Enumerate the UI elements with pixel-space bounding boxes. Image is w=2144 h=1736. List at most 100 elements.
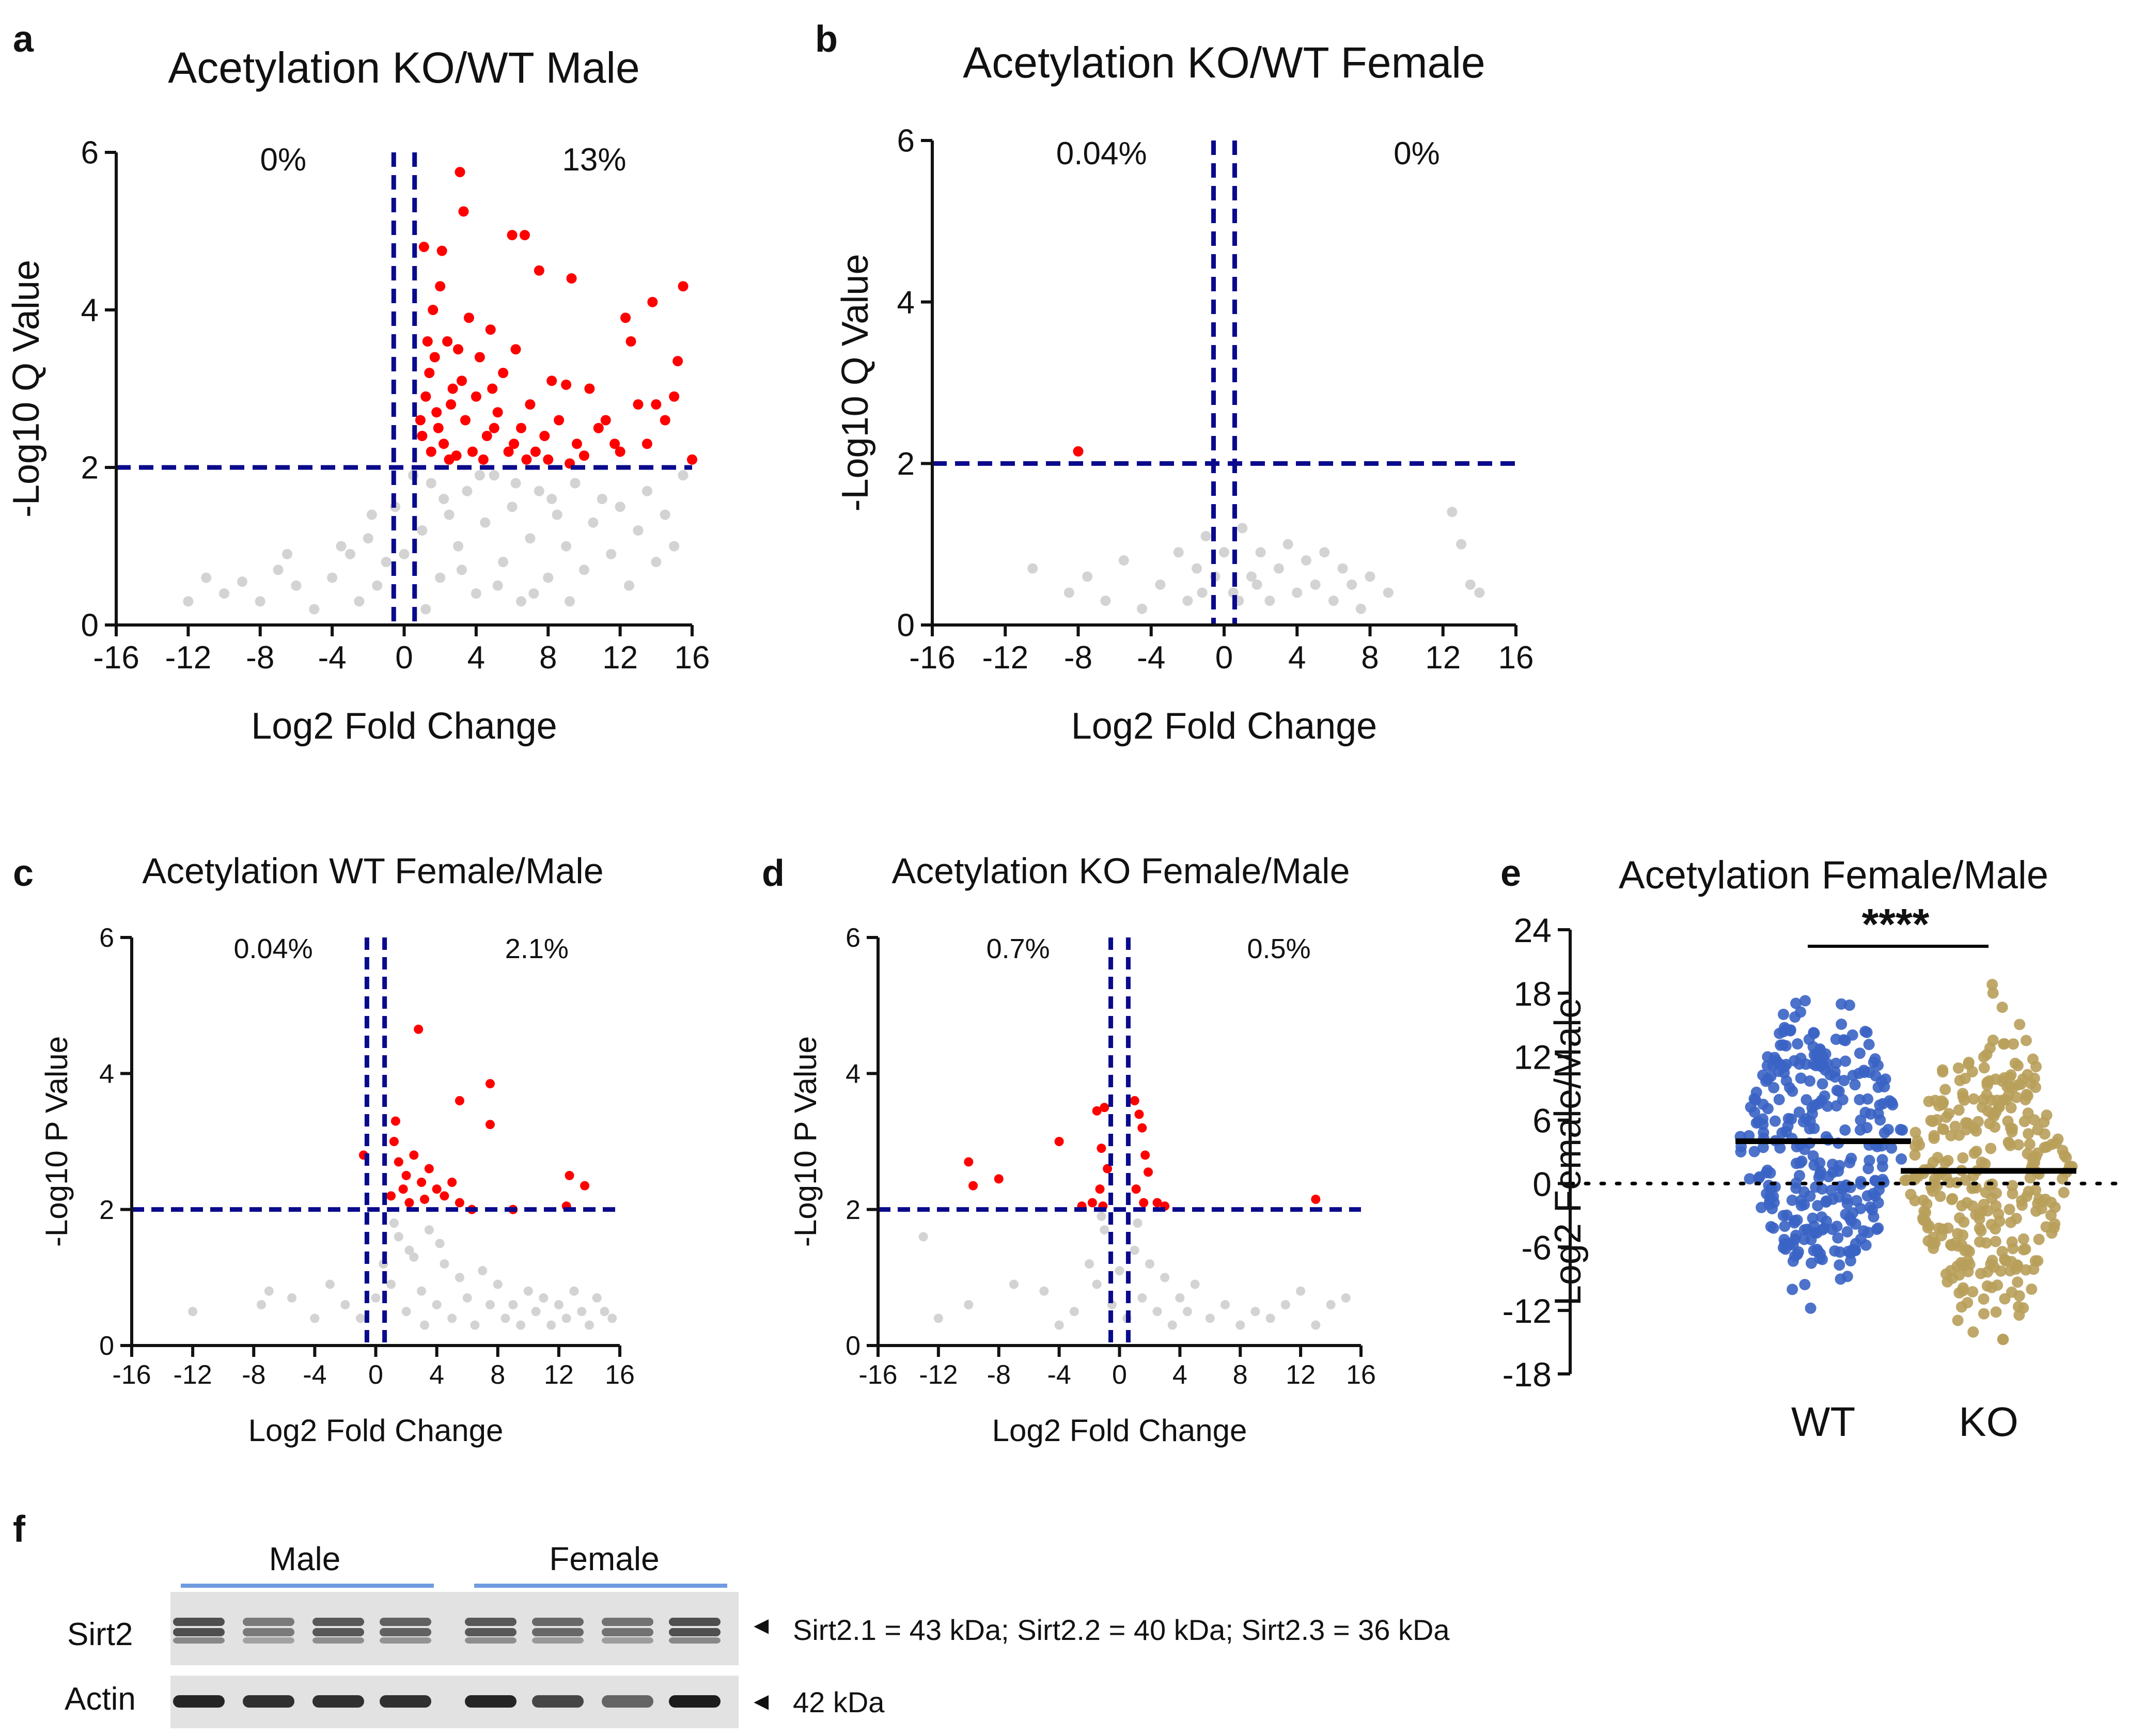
chart-title: Acetylation WT Female/Male [142, 851, 603, 891]
significant-point [509, 439, 520, 449]
x-tick-label: 12 [602, 640, 638, 676]
data-point-wt [1831, 1084, 1843, 1096]
significant-point [572, 439, 582, 449]
y-tick-label: 6 [81, 135, 99, 171]
data-point-wt [1832, 1232, 1844, 1244]
significant-point [647, 296, 658, 307]
panel-label-b: b [815, 19, 838, 60]
nonsignificant-point [1100, 1225, 1109, 1235]
data-point-ko [2012, 1301, 2024, 1312]
data-point-wt [1778, 1067, 1790, 1079]
nonsignificant-point [546, 494, 557, 504]
y-tick-label: 24 [1514, 911, 1552, 949]
data-point-ko [1970, 1209, 1982, 1221]
significant-point [615, 446, 625, 457]
data-point-ko [1990, 1235, 2001, 1247]
data-point-wt [1863, 1039, 1875, 1051]
significant-point [968, 1181, 978, 1191]
y-tick-label: 2 [897, 446, 915, 482]
nonsignificant-point [287, 1293, 297, 1303]
nonsignificant-point [381, 557, 392, 567]
significant-point [487, 383, 498, 394]
x-tick-label: 12 [1425, 640, 1461, 676]
data-point-wt [1855, 1178, 1867, 1190]
significant-point [389, 1137, 399, 1146]
percent-down-label: 0.04% [233, 933, 312, 964]
data-point-ko [1996, 1002, 2008, 1013]
significant-point [442, 336, 453, 347]
data-point-ko [1975, 1225, 1987, 1237]
significant-point [415, 415, 426, 426]
data-point-ko [2012, 1276, 2024, 1288]
significant-point [398, 1184, 408, 1194]
nonsignificant-point [389, 1218, 399, 1228]
significant-point [566, 273, 577, 284]
nonsignificant-point [1296, 1286, 1306, 1296]
nonsignificant-point [584, 1320, 594, 1330]
significant-point [521, 454, 532, 465]
significant-point [474, 352, 485, 363]
data-point-ko [1953, 1129, 1965, 1141]
data-point-wt [1833, 1165, 1844, 1177]
data-point-wt [1801, 1094, 1812, 1106]
significant-point [436, 245, 447, 256]
significant-point [1134, 1109, 1144, 1119]
data-point-wt [1819, 1090, 1830, 1102]
significant-point [428, 305, 439, 315]
data-point-wt [1767, 1222, 1779, 1234]
data-point-wt [1793, 1058, 1805, 1070]
nonsignificant-point [371, 1293, 381, 1303]
nonsignificant-point [1310, 579, 1321, 590]
data-point-wt [1779, 1221, 1791, 1232]
data-point-wt [1799, 1278, 1811, 1290]
nonsignificant-point [399, 549, 410, 559]
data-point-wt [1830, 1057, 1842, 1069]
y-tick-label: 6 [99, 923, 114, 953]
data-point-wt [1861, 1122, 1873, 1134]
y-tick-label: 6 [897, 123, 915, 159]
nonsignificant-point [420, 1320, 429, 1330]
data-point-ko [2058, 1186, 2070, 1198]
significant-point [390, 1116, 400, 1126]
y-tick-label: 2 [99, 1195, 114, 1225]
data-point-wt [1814, 1157, 1826, 1169]
nonsignificant-point [641, 486, 652, 496]
nonsignificant-point [1192, 563, 1202, 574]
blot-band-sirt2 [173, 1637, 225, 1644]
significant-point [457, 376, 467, 386]
significant-point [584, 383, 595, 394]
data-point-ko [1985, 1143, 1997, 1154]
data-point-ko [1929, 1178, 1940, 1190]
data-point-wt [1825, 1184, 1837, 1196]
significant-point [414, 1024, 424, 1034]
significant-point [503, 446, 514, 457]
nonsignificant-point [1220, 1300, 1230, 1309]
data-point-ko [1944, 1177, 1955, 1188]
data-point-ko [2006, 1123, 2018, 1135]
nonsignificant-point [1301, 555, 1311, 566]
data-point-ko [1990, 1200, 2002, 1212]
x-tick-label: -16 [909, 640, 956, 676]
nonsignificant-point [565, 596, 575, 607]
nonsignificant-point [1292, 587, 1303, 598]
blot-group-label-male: Male [269, 1540, 341, 1577]
data-point-ko [1999, 1254, 2011, 1265]
blot-band-sirt2 [669, 1618, 721, 1626]
data-point-ko [1910, 1140, 1921, 1152]
data-point-ko [2049, 1201, 2061, 1213]
blot-row-label-actin: Actin [65, 1681, 136, 1717]
data-point-wt [1761, 1060, 1773, 1072]
data-point-ko [1976, 1156, 1987, 1168]
nonsignificant-point [401, 1307, 411, 1317]
significant-point [446, 399, 457, 410]
data-point-ko [1939, 1084, 1951, 1096]
data-point-ko [1945, 1130, 1957, 1141]
data-point-ko [2009, 1057, 2021, 1069]
x-axis-label: Log2 Fold Change [248, 1413, 504, 1448]
nonsignificant-point [417, 1286, 427, 1296]
data-point-wt [1829, 1245, 1841, 1257]
data-point-wt [1768, 1082, 1780, 1093]
nonsignificant-point [478, 1266, 488, 1276]
significant-point [1311, 1194, 1321, 1204]
x-tick-label: 16 [1498, 640, 1534, 676]
